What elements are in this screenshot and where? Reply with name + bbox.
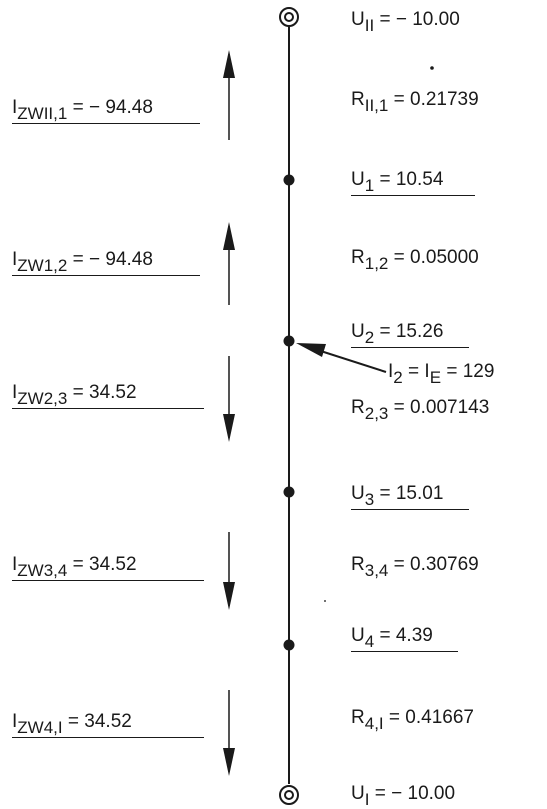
supply-terminal-top — [279, 7, 299, 27]
supply-terminal-bottom — [279, 785, 299, 805]
value: = 15.01 — [379, 483, 444, 504]
symbol: U — [351, 321, 365, 342]
label-r-4-I: R4,I = 0.41667 — [351, 707, 474, 732]
current-arrowhead-zw4-I — [223, 748, 235, 776]
symbol: U — [351, 625, 365, 646]
value: = 0.21739 — [393, 89, 479, 110]
value: = 15.26 — [379, 321, 444, 342]
subscript: ZW4,I — [17, 718, 63, 737]
value: = 0.41667 — [388, 707, 474, 728]
label-feed-in: I2 = IE = 129 — [388, 361, 495, 386]
label-i-zw2-3: IZW2,3 = 34.52 — [12, 383, 204, 409]
subscript: 1 — [364, 176, 375, 195]
symbol: U — [351, 169, 365, 190]
subscript: 4 — [364, 632, 375, 651]
symbol: I — [12, 382, 18, 403]
value: = − 10.00 — [379, 9, 460, 30]
subscript: ZWII,1 — [17, 104, 68, 123]
label-u-II: UII = − 10.00 — [351, 9, 460, 34]
value: = − 94.48 — [72, 249, 153, 270]
current-arrowhead-zw2-3 — [223, 414, 235, 442]
value: = 34.52 — [72, 554, 137, 575]
node-2 — [283, 335, 295, 347]
stray-dot — [430, 66, 434, 70]
subscript: ZW3,4 — [17, 561, 68, 580]
symbol: R — [351, 89, 365, 110]
subscript: 3 — [364, 490, 375, 509]
node-1 — [283, 174, 295, 186]
symbol: R — [351, 554, 365, 575]
symbol: R — [351, 247, 365, 268]
subscript: ZW1,2 — [17, 256, 68, 275]
value: = 129 — [446, 361, 495, 382]
label-i-zwII-1: IZWII,1 = − 94.48 — [12, 98, 200, 124]
symbol: I — [12, 711, 18, 732]
node-4 — [283, 639, 295, 651]
subscript: 2 — [364, 328, 375, 347]
feed-in-arrowhead — [296, 343, 326, 357]
symbol: I — [12, 97, 18, 118]
symbol: R — [351, 707, 365, 728]
subscript: 2 — [393, 368, 403, 387]
label-u-1: U1 = 10.54 — [351, 170, 475, 196]
symbol: U — [351, 783, 365, 804]
value: = 0.05000 — [393, 247, 479, 268]
label-u-2: U2 = 15.26 — [351, 322, 469, 348]
symbol: I — [12, 249, 18, 270]
symbol: I — [12, 554, 18, 575]
label-r-3-4: R3,4 = 0.30769 — [351, 554, 479, 579]
value: = − 94.48 — [72, 97, 153, 118]
label-u-I: UI = − 10.00 — [351, 783, 456, 808]
symbol: U — [351, 483, 365, 504]
node-3 — [283, 486, 295, 498]
symbol: R — [351, 397, 365, 418]
value: = 0.30769 — [393, 554, 479, 575]
subscript: 1,2 — [364, 254, 389, 273]
label-i-zw4-I: IZW4,I = 34.52 — [12, 712, 204, 738]
value: = 10.54 — [379, 169, 444, 190]
subscript: E — [429, 368, 442, 387]
symbol: I — [424, 361, 430, 382]
value: = − 10.00 — [374, 783, 456, 804]
label-u-3: U3 = 15.01 — [351, 484, 469, 510]
equals: = — [408, 361, 420, 382]
subscript: 4,I — [364, 714, 384, 733]
label-i-zw1-2: IZW1,2 = − 94.48 — [12, 250, 200, 276]
label-u-4: U4 = 4.39 — [351, 626, 458, 652]
subscript: II — [364, 16, 375, 35]
subscript: 3,4 — [364, 561, 389, 580]
current-arrowhead-zw3-4 — [223, 582, 235, 610]
subscript: 2,3 — [364, 404, 389, 423]
value: = 34.52 — [72, 382, 137, 403]
label-r-1-2: R1,2 = 0.05000 — [351, 247, 479, 272]
subscript: ZW2,3 — [17, 389, 68, 408]
subscript: I — [364, 790, 370, 809]
stray-dot — [324, 600, 326, 602]
current-arrowhead-zw1-2 — [223, 222, 235, 250]
value: = 4.39 — [379, 625, 433, 646]
label-r-2-3: R2,3 = 0.007143 — [351, 397, 490, 422]
label-r-II-1: RII,1 = 0.21739 — [351, 89, 479, 114]
value: = 0.007143 — [393, 397, 490, 418]
subscript: II,1 — [364, 96, 389, 115]
label-i-zw3-4: IZW3,4 = 34.52 — [12, 555, 204, 581]
symbol: U — [351, 9, 365, 30]
symbol: I — [388, 361, 394, 382]
value: = 34.52 — [67, 711, 132, 732]
current-arrowhead-zwII-1 — [223, 50, 235, 78]
